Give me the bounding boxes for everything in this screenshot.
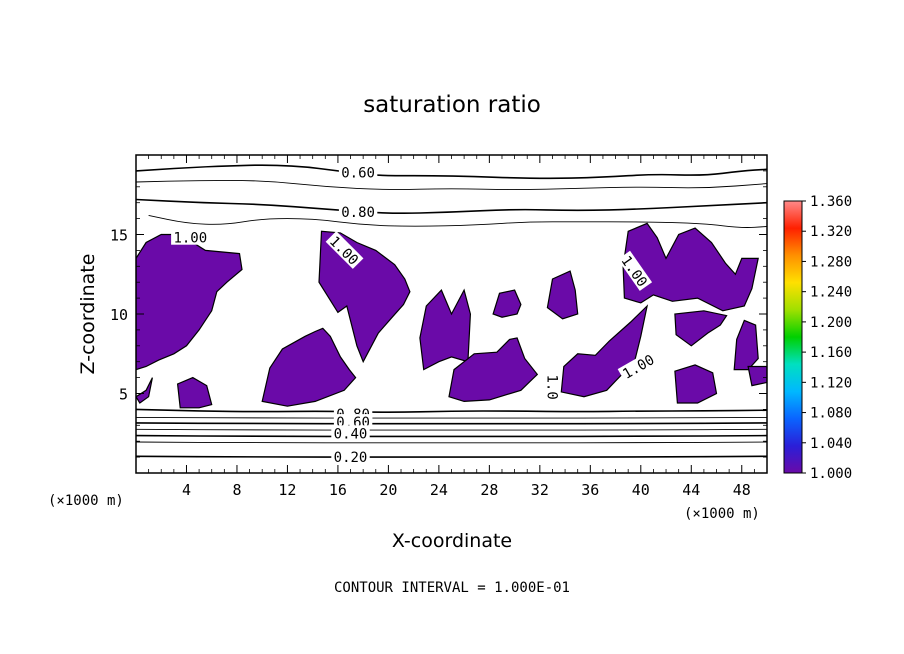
colorbar-tick-label: 1.120 <box>810 375 852 391</box>
contour-label-0: 0.60 <box>338 164 378 182</box>
saturated-region-9 <box>560 304 649 398</box>
saturated-region-5 <box>419 288 472 371</box>
contour-line-4 <box>136 408 767 413</box>
saturated-region-13 <box>674 364 718 404</box>
x-tick-label: 40 <box>632 481 650 499</box>
x-tick-label: 4 <box>182 481 191 499</box>
contour-line-3 <box>148 214 767 228</box>
contour-line-10 <box>136 455 767 458</box>
contour-label-10: 0.20 <box>331 449 370 466</box>
y-axis-label: Z-coordinate <box>77 254 99 375</box>
colorbar-tick-label: 1.320 <box>810 224 852 240</box>
x-tick-label: 44 <box>682 481 700 499</box>
saturated-region-11 <box>674 310 728 347</box>
contour-line-5 <box>136 416 767 419</box>
x-tick-label: 32 <box>531 481 549 499</box>
colorbar: 1.000 1.040 1.080 1.120 1.160 1.200 1.240 1.280… <box>783 194 852 482</box>
contour-line-2 <box>136 198 767 214</box>
y-axis-ticks: 5 10 15 <box>110 170 767 458</box>
contour-label-1: 0.80 <box>338 204 378 221</box>
y-unit-label: (×1000 m) <box>48 493 124 509</box>
svg-text:0.80: 0.80 <box>341 205 375 221</box>
svg-text:0.60: 0.60 <box>341 166 375 182</box>
contour-label-6: 1.0 <box>544 372 561 403</box>
svg-text:1.00: 1.00 <box>173 231 207 247</box>
x-tick-label: 12 <box>278 481 296 499</box>
svg-text:0.40: 0.40 <box>334 426 368 442</box>
colorbar-tick-label: 1.040 <box>810 436 852 452</box>
contour-lines <box>136 164 767 458</box>
colorbar-tick-label: 1.240 <box>810 285 852 301</box>
saturated-region-2 <box>176 376 213 409</box>
saturated-region-4 <box>318 230 411 364</box>
svg-text:1.0: 1.0 <box>544 374 560 399</box>
chart-title: saturation ratio <box>363 92 541 118</box>
contour-interval-note: CONTOUR INTERVAL = 1.000E-01 <box>334 580 570 596</box>
colorbar-tick-label: 1.160 <box>810 345 852 361</box>
x-tick-label: 24 <box>430 481 448 499</box>
contour-line-9 <box>136 441 767 444</box>
x-axis-ticks: 4 8 12 16 20 24 28 32 36 40 44 48 <box>148 155 755 499</box>
contour-label-2: 1.00 <box>171 229 210 247</box>
contour-line-0 <box>136 164 767 180</box>
x-tick-label: 28 <box>480 481 498 499</box>
saturated-region-1 <box>136 377 153 404</box>
colorbar-tick-label: 1.200 <box>810 315 852 331</box>
saturated-region-12 <box>733 319 759 371</box>
colorbar-tick-label: 1.080 <box>810 406 852 422</box>
x-tick-label: 36 <box>581 481 599 499</box>
colorbar-tick-label: 1.000 <box>810 466 852 482</box>
saturated-region-0 <box>136 233 243 371</box>
saturated-region-6 <box>448 337 539 403</box>
saturated-region-3 <box>261 327 357 407</box>
x-tick-label: 16 <box>329 481 347 499</box>
y-tick-label: 5 <box>119 386 128 404</box>
contour-line-1 <box>136 179 767 191</box>
saturated-region-10 <box>622 222 759 312</box>
contour-line-8 <box>136 434 767 438</box>
x-unit-label: (×1000 m) <box>684 506 760 522</box>
y-tick-label: 10 <box>110 306 128 324</box>
x-axis-label: X-coordinate <box>392 530 512 552</box>
contour-line-6 <box>136 422 767 425</box>
saturated-region-8 <box>546 270 579 320</box>
x-tick-label: 48 <box>733 481 751 499</box>
contour-label-9: 0.40 <box>331 425 370 442</box>
colorbar-gradient <box>783 200 803 474</box>
saturated-region-14 <box>747 365 767 387</box>
x-tick-label: 8 <box>232 481 241 499</box>
contour-line-7 <box>136 428 767 431</box>
colorbar-tick-label: 1.280 <box>810 254 852 270</box>
svg-text:0.20: 0.20 <box>334 450 368 466</box>
colorbar-tick-label: 1.360 <box>810 194 852 210</box>
y-tick-label: 15 <box>110 227 128 245</box>
saturated-region-7 <box>492 289 522 318</box>
x-tick-label: 20 <box>379 481 397 499</box>
saturated-regions <box>136 222 767 409</box>
